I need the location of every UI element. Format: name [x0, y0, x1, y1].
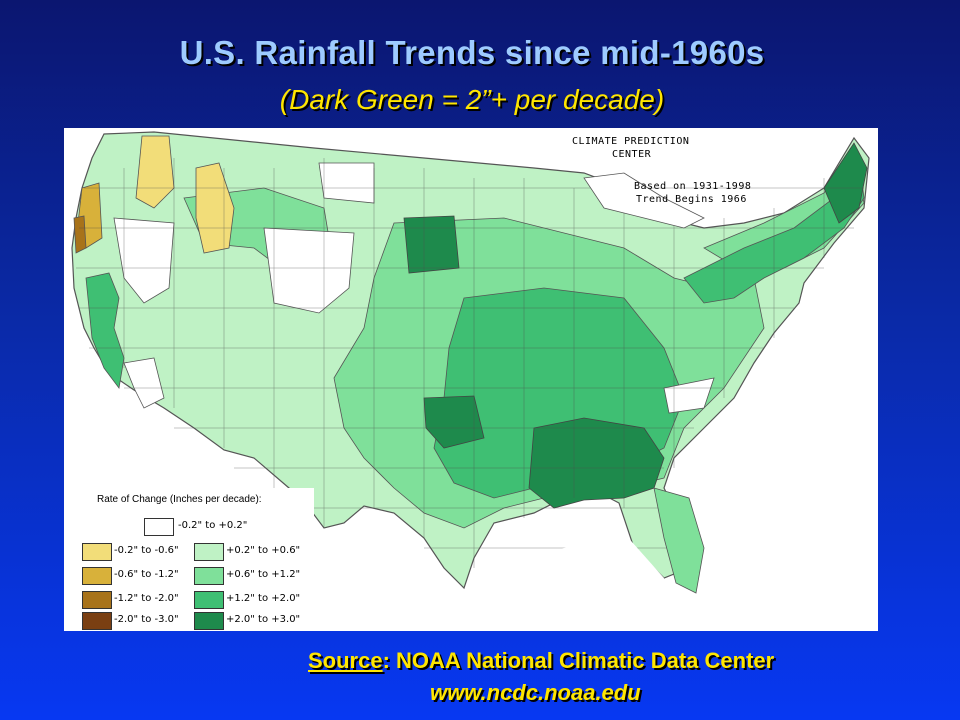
map-zone-neutral-montana: [318, 162, 375, 204]
map-zone-neutral-virginia: [663, 377, 715, 414]
map-zone-wet-darkest-oklahoma: [423, 395, 485, 449]
division-lines: [76, 158, 864, 568]
legend-swatch-wet-1: [194, 543, 224, 561]
source-line: Source: NOAA National Climatic Data Cent…: [308, 648, 774, 674]
map-zone-dry-strong-coast: [73, 215, 87, 254]
legend-label-dry-2: -0.6" to -1.2": [114, 569, 179, 580]
legend-swatch-dry-2: [82, 567, 112, 585]
legend-swatch-dry-4: [82, 612, 112, 630]
legend-label-wet-1: +0.2" to +0.6": [226, 545, 301, 556]
map-zone-neutral-wyoming: [263, 227, 355, 314]
slide-title: U.S. Rainfall Trends since mid-1960s: [179, 34, 765, 71]
map-zone-dry-light-idaho: [195, 162, 235, 254]
legend-label-wet-2: +0.6" to +1.2": [226, 569, 301, 580]
map-zone-wet-strong-northeast: [683, 156, 865, 304]
legend-label-neutral: -0.2" to +0.2": [178, 520, 248, 531]
legend-swatch-wet-4: [194, 612, 224, 630]
legend-label-dry-4: -2.0" to -3.0": [114, 614, 179, 625]
based-on-label: Based on 1931-1998: [634, 181, 752, 192]
florida-peninsula: [653, 487, 705, 594]
legend-label-dry-3: -1.2" to -2.0": [114, 593, 179, 604]
map-zone-wet-darkest-gulf: [528, 417, 665, 509]
agency-label-line1: CLIMATE PREDICTION: [572, 136, 690, 147]
trend-begins-label: Trend Begins 1966: [636, 194, 747, 205]
legend-swatch-dry-3: [82, 591, 112, 609]
legend-swatch-dry-1: [82, 543, 112, 561]
legend-label-wet-3: +1.2" to +2.0": [226, 593, 301, 604]
map-zone-dry-light-washington: [135, 135, 175, 209]
legend-label-dry-1: -0.2" to -0.6": [114, 545, 179, 556]
gulf-water: [504, 533, 664, 631]
legend-title: Rate of Change (Inches per decade):: [97, 494, 262, 505]
legend-swatch-wet-3: [194, 591, 224, 609]
legend-label-wet-4: +2.0" to +3.0": [226, 614, 301, 625]
agency-label-line2: CENTER: [612, 149, 652, 160]
us-map-svg: [64, 131, 870, 631]
slide-subtitle: (Dark Green = 2”+ per decade): [279, 84, 665, 115]
map-zone-neutral-socal: [123, 357, 165, 409]
great-lakes-water: [583, 172, 705, 229]
source-value: NOAA National Climatic Data Center: [396, 648, 775, 673]
source-separator: :: [382, 648, 397, 673]
map-zone-wet-darkest-plains: [403, 215, 460, 274]
rainfall-trend-map: CLIMATE PREDICTION CENTER Based on 1931-…: [64, 128, 878, 631]
legend-swatch-neutral: [144, 518, 174, 536]
source-key-link[interactable]: Source: [308, 648, 383, 673]
legend-swatch-wet-2: [194, 567, 224, 585]
source-url-link[interactable]: www.ncdc.noaa.edu: [430, 680, 641, 705]
